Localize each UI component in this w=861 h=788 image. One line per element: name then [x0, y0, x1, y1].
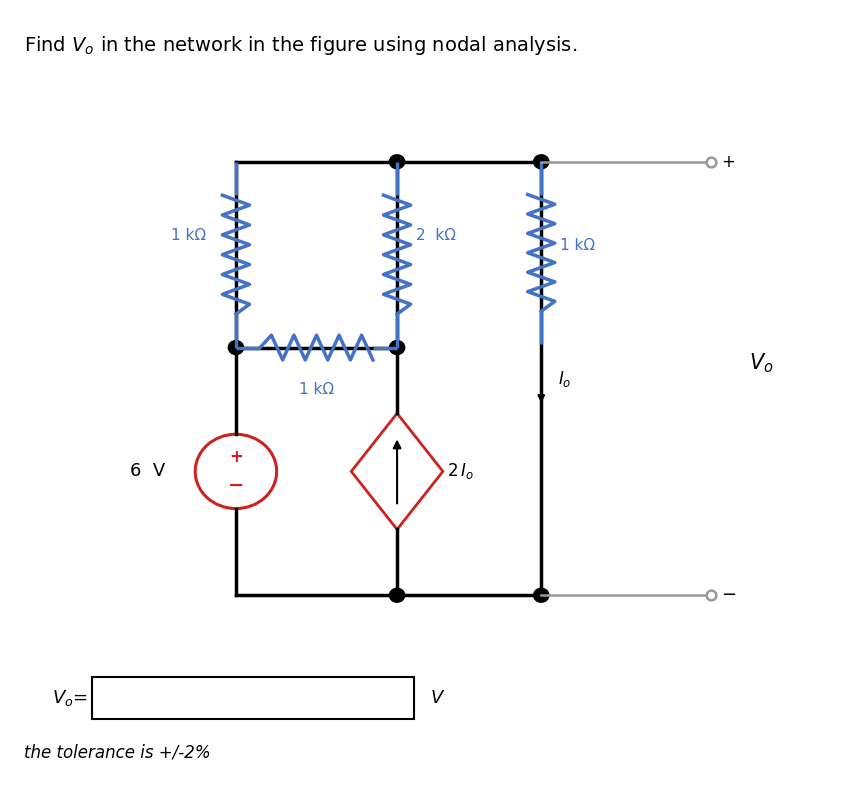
Text: 1 kΩ: 1 kΩ	[560, 237, 594, 253]
Text: −: −	[720, 586, 735, 604]
Circle shape	[533, 589, 548, 602]
Text: $2\,I_o$: $2\,I_o$	[446, 462, 473, 481]
Text: $V_o$: $V_o$	[748, 351, 772, 375]
Circle shape	[389, 340, 404, 355]
Text: Find $V_o$ in the network in the figure using nodal analysis.: Find $V_o$ in the network in the figure …	[24, 34, 576, 57]
Text: V: V	[430, 689, 443, 707]
Text: 6  V: 6 V	[130, 463, 165, 481]
Text: 2  kΩ: 2 kΩ	[415, 228, 455, 243]
Text: −: −	[227, 476, 244, 495]
Circle shape	[389, 589, 404, 602]
Text: +: +	[229, 448, 243, 466]
Circle shape	[389, 154, 404, 169]
Text: 1 kΩ: 1 kΩ	[171, 228, 206, 243]
Text: 1 kΩ: 1 kΩ	[299, 382, 334, 397]
FancyBboxPatch shape	[91, 677, 413, 719]
Text: $I_o$: $I_o$	[558, 369, 571, 388]
Circle shape	[228, 340, 244, 355]
Circle shape	[533, 154, 548, 169]
Text: the tolerance is +/-2%: the tolerance is +/-2%	[24, 744, 210, 762]
Text: +: +	[720, 153, 734, 171]
Text: $V_o$=: $V_o$=	[52, 688, 88, 708]
